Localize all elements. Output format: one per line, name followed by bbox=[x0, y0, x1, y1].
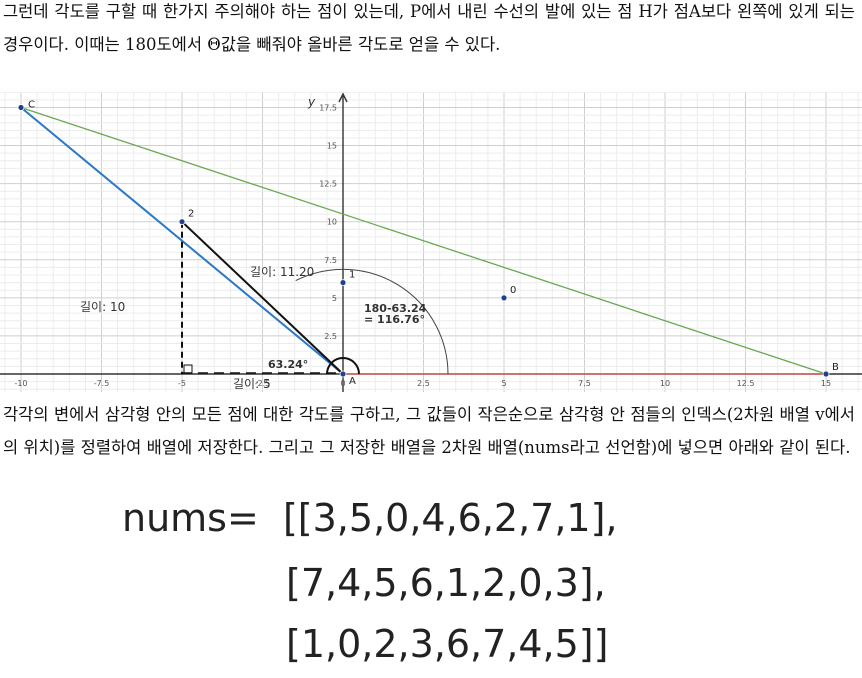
right-angle-marker bbox=[183, 364, 193, 374]
point-a bbox=[339, 370, 347, 378]
y-tick-label: 15 bbox=[327, 142, 337, 151]
x-tick-label: -10 bbox=[14, 379, 27, 388]
line-c-to-b bbox=[20, 106, 827, 375]
x-tick-label: -7.5 bbox=[94, 379, 110, 388]
y-tick-label: 2.5 bbox=[324, 332, 337, 341]
point-label-a: A bbox=[349, 376, 356, 387]
line-c-to-a bbox=[20, 106, 344, 375]
grid bbox=[0, 92, 862, 392]
nums-array-row1: nums= [[3,5,0,4,6,2,7,1], bbox=[122, 496, 618, 540]
x-tick-label: 5 bbox=[501, 379, 506, 388]
x-tick-label: 7.5 bbox=[578, 379, 591, 388]
x-tick-label: 2.5 bbox=[417, 379, 430, 388]
point-label-0: 0 bbox=[510, 285, 516, 296]
x-tick-label: 12.5 bbox=[737, 379, 755, 388]
point-2 bbox=[178, 218, 186, 226]
point-label-b: B bbox=[832, 362, 839, 373]
point-1 bbox=[339, 279, 347, 287]
tick-labels: y-10 -7.5 -5 -2.5 0 2.5 5 7.5 10 12.5 1517.51512.5… bbox=[14, 95, 831, 388]
y-axis-label: y bbox=[307, 95, 316, 109]
angle-label-big-line2: = 116.76° bbox=[364, 313, 425, 326]
y-tick-label: 7.5 bbox=[324, 256, 337, 265]
nums-array-row3: [1,0,2,3,6,7,4,5]] bbox=[286, 622, 609, 666]
length-label-vertical: 길이: 10 bbox=[80, 300, 125, 314]
angle-label-small: 63.24° bbox=[268, 358, 308, 371]
length-label-hypotenuse: 길이: 11.20 bbox=[250, 265, 314, 279]
x-tick-label: 15 bbox=[821, 379, 831, 388]
y-tick-label: 10 bbox=[327, 218, 337, 227]
y-tick-label: 5 bbox=[332, 294, 337, 303]
point-label-c: C bbox=[28, 99, 35, 110]
x-tick-label: 0 bbox=[340, 379, 345, 388]
angle-arc-small bbox=[326, 357, 360, 375]
y-tick-label: 17.5 bbox=[319, 103, 337, 112]
nums-array-row2: [7,4,5,6,1,2,0,3], bbox=[286, 561, 606, 605]
x-tick-label: -5 bbox=[178, 379, 186, 388]
figure-background bbox=[0, 92, 862, 392]
angle-label-big-line1: 180-63.24 bbox=[364, 302, 427, 315]
geometry-figure: y-10 -7.5 -5 -2.5 0 2.5 5 7.5 10 12.5 1517.51512.5… bbox=[0, 92, 862, 392]
shapes bbox=[20, 106, 827, 375]
y-axis-arrow bbox=[338, 92, 348, 103]
angle-arc-large bbox=[295, 268, 449, 375]
x-tick-label: 10 bbox=[660, 379, 670, 388]
segment-p2-to-a bbox=[181, 220, 344, 375]
point-c bbox=[17, 104, 25, 111]
length-label-base: 길이: 5 bbox=[233, 377, 271, 391]
point-label-1: 1 bbox=[349, 270, 355, 281]
intro-paragraph: 그런데 각도를 구할 때 한가지 주의해야 하는 점이 있는데, P에서 내린 … bbox=[3, 2, 855, 54]
body-paragraph: 각각의 변에서 삼각형 안의 모든 점에 대한 각도를 구하고, 그 값들이 작… bbox=[3, 405, 855, 457]
y-tick-label: 12.5 bbox=[319, 180, 337, 189]
x-tick-label: -2.5 bbox=[255, 379, 271, 388]
point-label-2: 2 bbox=[188, 209, 194, 220]
point-b bbox=[822, 370, 830, 378]
point-0 bbox=[500, 294, 508, 302]
